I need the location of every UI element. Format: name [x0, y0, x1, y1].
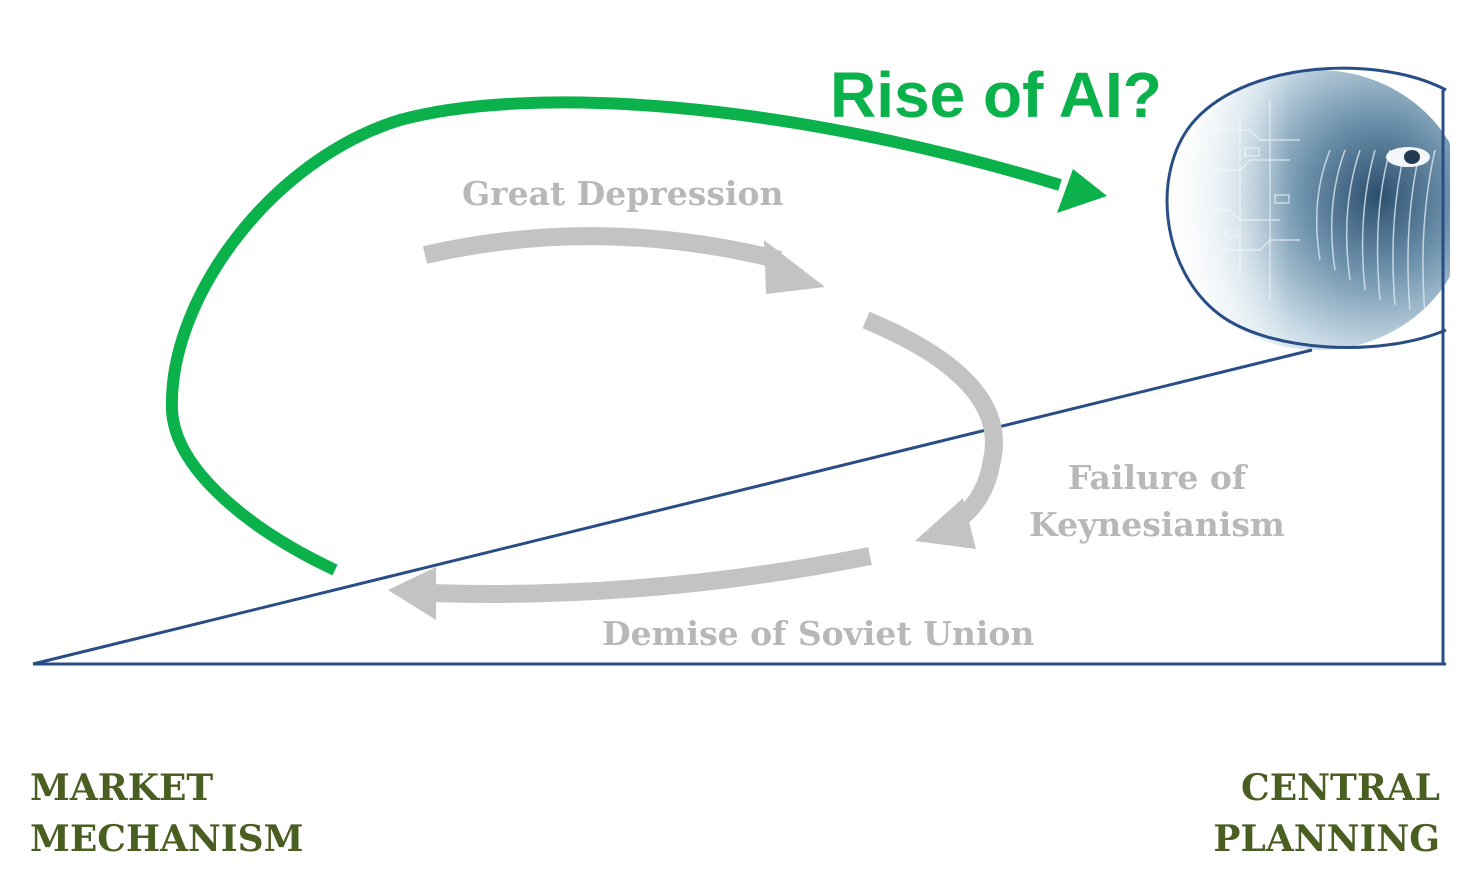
green-arrowhead: [1057, 169, 1107, 213]
grey-cycle-arrows: [388, 227, 1003, 620]
axis-label-market: MARKET: [30, 767, 213, 809]
soviet-union-arrowhead: [388, 567, 436, 620]
keynesianism-arrowhead: [915, 498, 976, 549]
title-rise-of-ai: Rise of AI?: [830, 59, 1162, 131]
axis-label-central: CENTRAL: [1241, 767, 1440, 809]
label-failure-of: Failure of: [1068, 458, 1248, 497]
keynesianism-arrow: [862, 311, 1003, 533]
green-rise-arrow: [165, 96, 1107, 576]
green-arrow-path: [165, 96, 1062, 576]
axis-label-planning: PLANNING: [1213, 818, 1440, 860]
axis-triangle: [32, 90, 1446, 666]
great-depression-arrowhead: [764, 240, 825, 294]
diagonal-line: [32, 348, 1313, 666]
soviet-union-arrow: [429, 547, 872, 603]
ai-oval-outline: [1165, 66, 1447, 349]
axis-label-mechanism: MECHANISM: [30, 818, 303, 860]
great-depression-arrow: [422, 227, 783, 269]
label-demise-soviet-union: Demise of Soviet Union: [602, 614, 1034, 653]
label-great-depression: Great Depression: [462, 174, 783, 213]
ai-face-icon: [1165, 66, 1450, 350]
label-keynesianism: Keynesianism: [1029, 505, 1285, 544]
